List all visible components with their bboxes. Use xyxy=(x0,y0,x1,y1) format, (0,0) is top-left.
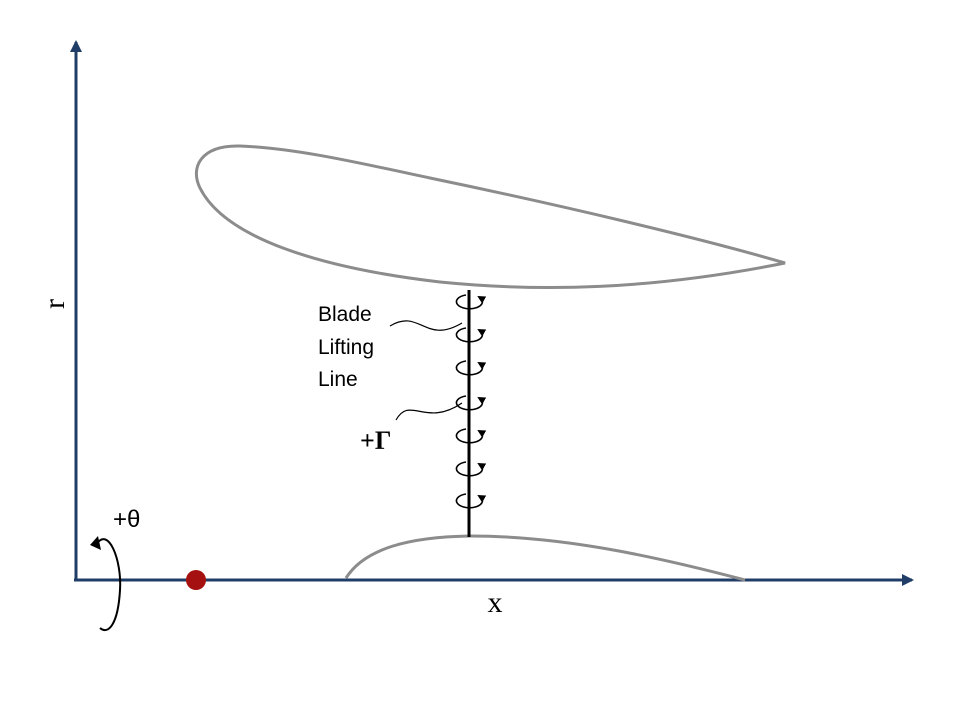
rotation-label: +θ xyxy=(113,506,140,533)
r-axis-label: r xyxy=(38,299,71,309)
vortex-icon xyxy=(455,395,487,411)
lifting-line-leader xyxy=(389,320,463,331)
hub-dot xyxy=(186,570,206,590)
vortex-icon xyxy=(455,428,487,444)
circulation-label: +Γ xyxy=(360,426,391,455)
vortex-icon xyxy=(455,461,487,477)
vortex-icon xyxy=(455,493,487,509)
lifting-line-label-line1: Blade xyxy=(318,303,372,326)
x-axis-label: x xyxy=(488,586,503,619)
vortex-icon xyxy=(455,360,487,376)
rotation-arrowhead-icon xyxy=(90,536,101,550)
vortex-icon xyxy=(455,327,487,343)
vortex-icon xyxy=(455,294,487,310)
lifting-line-label-line2: Lifting xyxy=(318,336,374,359)
lifting-line-label-line3: Line xyxy=(318,368,358,391)
circulation-leader xyxy=(395,402,463,421)
rotation-arrow xyxy=(95,538,122,631)
vortex-circulation-symbols xyxy=(455,294,487,509)
hub-section-profile xyxy=(344,534,746,582)
blade-tip-section-profile xyxy=(194,144,786,290)
